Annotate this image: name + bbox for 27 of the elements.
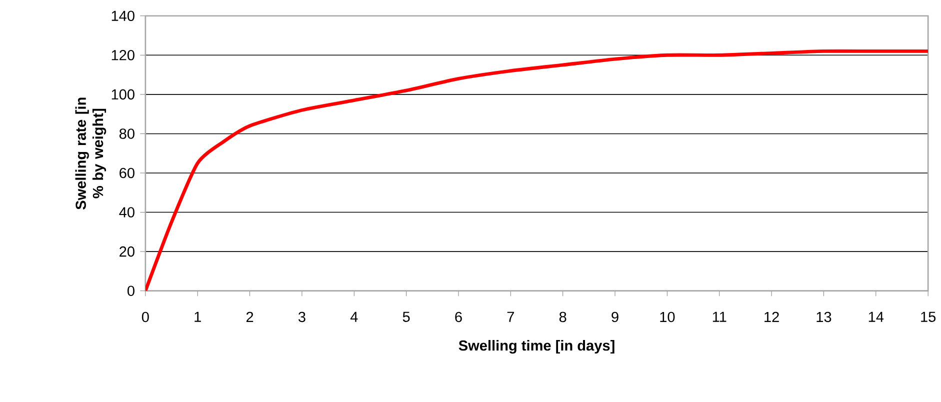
x-tick-label: 9 — [612, 312, 618, 322]
y-tick-label: 40 — [119, 207, 134, 218]
x-tick-label: 3 — [298, 312, 306, 322]
x-tick-label: 12 — [764, 312, 779, 322]
x-tick-label: 7 — [507, 312, 514, 322]
x-tick-label: 14 — [868, 312, 884, 322]
x-axis-title: Swelling time [in days] — [458, 340, 614, 354]
x-tick-label: 8 — [559, 312, 566, 322]
x-tick-label: 6 — [455, 312, 462, 322]
x-tick-label: 10 — [660, 312, 675, 322]
y-tick-label: 80 — [119, 128, 134, 139]
x-tick-label: 11 — [712, 312, 726, 322]
x-tick-label: 4 — [350, 312, 358, 322]
x-tick-label: 13 — [816, 312, 832, 322]
y-tick-label: 100 — [112, 89, 134, 100]
x-tick-label: 5 — [402, 312, 410, 322]
x-tick-label: 1 — [194, 312, 201, 322]
x-tick-label: 0 — [142, 312, 149, 322]
line-series — [145, 49, 928, 291]
y-tick-label: 140 — [112, 10, 134, 22]
y-tick-label: 60 — [120, 168, 134, 178]
y-axis-title: Swelling rate [in % by weight] — [75, 98, 106, 210]
y-tick-label: 0 — [128, 286, 134, 296]
y-tick-label: 20 — [120, 246, 134, 257]
y-tick-label: 120 — [112, 50, 134, 60]
x-tick-label: 2 — [246, 312, 254, 322]
x-tick-label: 15 — [921, 312, 936, 322]
